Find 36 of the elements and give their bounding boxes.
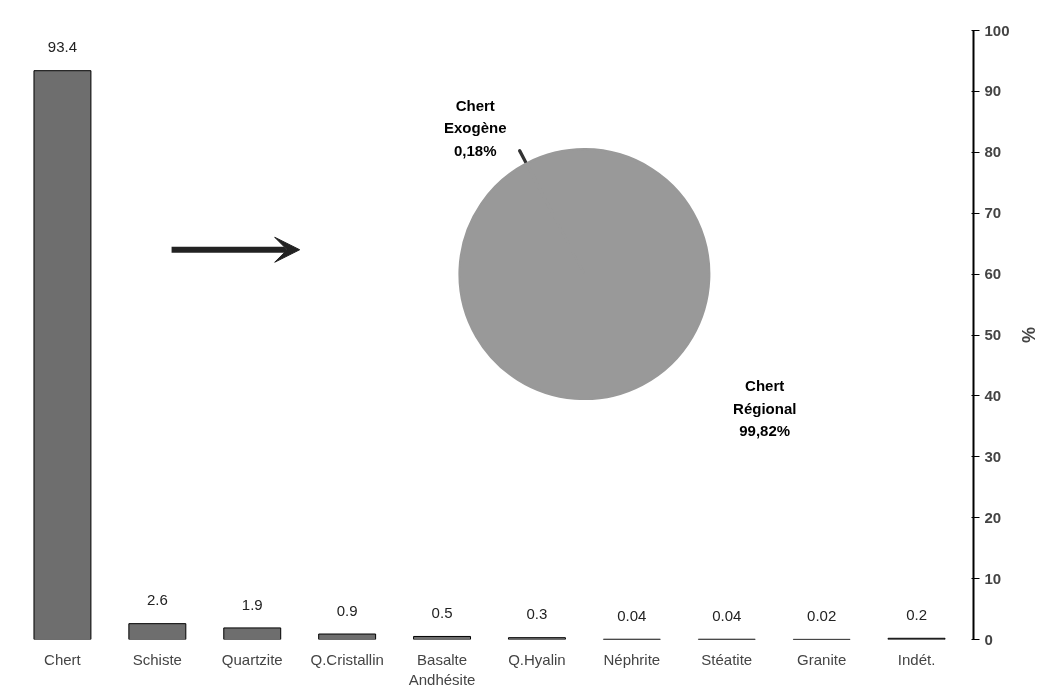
y-axis-title: %: [1017, 327, 1038, 344]
data-label: 2.6: [146, 591, 168, 609]
x-tick-label: Schiste: [132, 650, 182, 668]
y-tick-label: 90: [984, 82, 1002, 100]
data-label: 99,82%: [739, 421, 791, 439]
x-tick-label: Stéatite: [701, 650, 753, 668]
y-tick-label: 70: [984, 204, 1002, 222]
x-tick-label: Quartzite: [221, 650, 283, 668]
data-label: 0.3: [526, 605, 548, 623]
data-label: 0.9: [336, 601, 358, 619]
y-tick-label: 40: [984, 386, 1002, 404]
y-tick-label: 30: [984, 447, 1002, 465]
x-tick-label: Néphrite: [603, 650, 661, 668]
x-tick-label: Q.Cristallin: [310, 650, 384, 668]
y-tick-label: 60: [984, 265, 1002, 283]
data-label: 93.4: [47, 38, 78, 56]
y-tick-label: 10: [984, 569, 1002, 587]
y-tick-label: 80: [984, 143, 1002, 161]
data-label: 0.02: [807, 607, 837, 625]
x-tick-label: Basalte Andhésite: [408, 650, 476, 688]
y-tick-label: 0: [984, 630, 993, 648]
data-label: 0.2: [906, 606, 927, 624]
y-tick-label: 20: [984, 508, 1002, 526]
y-tick-label: 50: [984, 326, 1002, 343]
x-tick-label: Chert: [44, 650, 82, 668]
data-label: 1.9: [241, 595, 263, 613]
data-label: 0,18%: [454, 141, 497, 159]
data-label: 0.04: [712, 606, 742, 624]
x-tick-label: Indét.: [897, 650, 936, 668]
slice-label: Chert Exogène: [444, 97, 507, 137]
data-label: 0.5: [431, 604, 453, 622]
x-tick-label: Q.Hyalin: [508, 650, 566, 668]
x-tick-label: Granite: [797, 650, 847, 668]
data-label: 0.04: [617, 606, 647, 624]
slice-label: Chert Régional: [733, 377, 797, 417]
y-tick-label: 100: [984, 21, 1010, 39]
